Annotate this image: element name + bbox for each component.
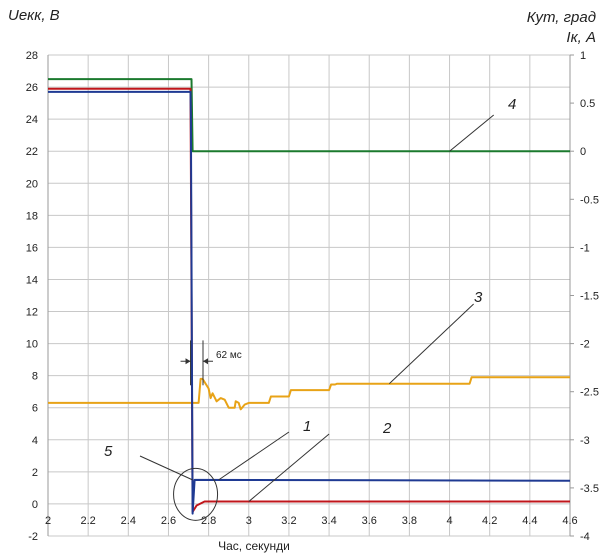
leader-3 [388, 303, 474, 385]
delay-arrowhead-left [185, 358, 191, 365]
x-tick-label: 4.4 [522, 515, 537, 527]
y-right-tick-label: -1 [580, 242, 590, 254]
x-tick-label: 3.8 [402, 515, 417, 527]
y-left-tick-label: 12 [26, 307, 38, 319]
y-right-tick-label: -1.5 [580, 291, 599, 303]
x-tick-label: 3.4 [321, 515, 336, 527]
x-tick-label: 2.6 [161, 515, 176, 527]
y-left-tick-label: 10 [26, 339, 38, 351]
y-left-tick-label: 8 [32, 371, 38, 383]
x-tick-label: 4.2 [482, 515, 497, 527]
y-right-tick-label: -4 [580, 531, 590, 543]
leader-4 [449, 114, 495, 152]
annotations: 4 3 1 2 5 62 мс [104, 96, 516, 521]
y-left-tick-label: 20 [26, 178, 38, 190]
x-tick-label: 3.6 [362, 515, 377, 527]
series-4-line [48, 78, 570, 153]
y-right-tick-label: 0.5 [580, 98, 595, 110]
right-axis-title-line2: Iк, А [566, 29, 596, 46]
y-left-tick-label: 2 [32, 467, 38, 479]
y-right-tick-label: -3.5 [580, 483, 599, 495]
y-right-tick-label: 1 [580, 50, 586, 62]
y-right-tick-label: -2 [580, 339, 590, 351]
y-left-tick-label: 18 [26, 210, 38, 222]
y-left-tick-label: 6 [32, 403, 38, 415]
y-right-tick-label: -0.5 [580, 194, 599, 206]
y-left-tick-label: 4 [32, 435, 38, 447]
leader-2 [248, 433, 330, 502]
y-right-tick-label: -3 [580, 435, 590, 447]
circle-5 [173, 467, 219, 521]
right-axis-title-line1: Кут, град [527, 9, 596, 26]
x-tick-label: 3 [246, 515, 252, 527]
leader-1 [218, 431, 290, 481]
y-right-tick-label: 0 [580, 146, 586, 158]
x-tick-label: 3.2 [281, 515, 296, 527]
y-left-tick-label: 22 [26, 146, 38, 158]
delay-arrowhead-right [202, 358, 208, 365]
label-5: 5 [104, 443, 113, 460]
x-tick-label: 2.4 [121, 515, 136, 527]
leader-5 [139, 455, 193, 481]
series-lines [48, 78, 571, 515]
x-tick-label: 4.6 [562, 515, 577, 527]
series-3-line [48, 376, 570, 411]
tick-labels: 2 2.2 2.4 2.6 2.8 3 3.2 3.4 3.6 3.8 4 4.2 4.4 4.6-202… [26, 50, 599, 543]
y-left-tick-label: 24 [26, 114, 38, 126]
x-axis-title: Час, секунди [218, 539, 290, 553]
label-3: 3 [474, 289, 483, 306]
y-left-tick-label: -2 [28, 531, 38, 543]
y-left-tick-label: 26 [26, 82, 38, 94]
y-left-tick-label: 28 [26, 50, 38, 62]
x-tick-label: 4 [446, 515, 452, 527]
label-1: 1 [303, 418, 311, 435]
x-tick-label: 2.2 [81, 515, 96, 527]
y-right-tick-label: -2.5 [580, 387, 599, 399]
grid [47, 54, 574, 537]
y-left-tick-label: 16 [26, 242, 38, 254]
label-4: 4 [508, 96, 516, 113]
x-tick-label: 2.8 [201, 515, 216, 527]
y-left-tick-label: 14 [26, 274, 38, 286]
delay-label: 62 мс [216, 350, 242, 361]
series-1-line [48, 90, 571, 515]
series-2-line [48, 87, 570, 513]
y-left-tick-label: 0 [32, 499, 38, 511]
label-2: 2 [382, 420, 392, 437]
x-tick-label: 2 [45, 515, 51, 527]
left-axis-title: Uекк, В [8, 7, 60, 24]
